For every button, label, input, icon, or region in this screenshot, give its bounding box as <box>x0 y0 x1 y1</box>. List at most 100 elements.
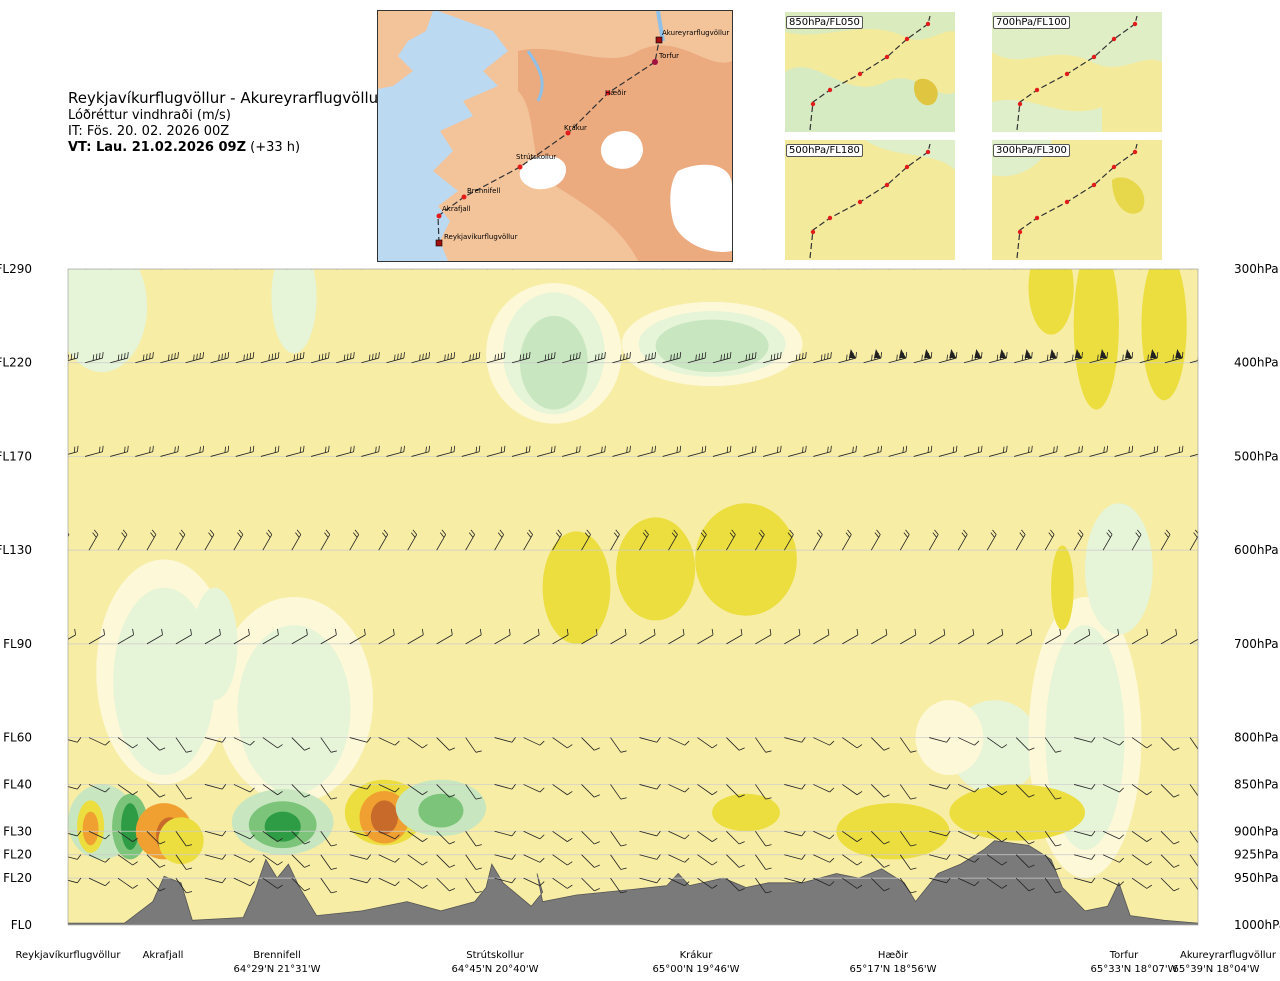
wind-barb <box>233 877 255 887</box>
map-point-haedir <box>605 90 611 96</box>
wind-barb <box>436 352 456 364</box>
wind-barb <box>204 877 227 884</box>
hpa-tick-label: 500hPa <box>1234 449 1279 463</box>
mini-map-300: 300hPa/FL300 <box>992 140 1162 260</box>
wind-barb <box>668 830 690 840</box>
wind-barb <box>784 877 806 884</box>
wind-barb <box>899 831 917 847</box>
wind-barb <box>146 628 163 645</box>
wind-barb <box>349 877 372 884</box>
wind-barb <box>1073 628 1091 645</box>
wind-barb <box>511 445 531 457</box>
wind-barb <box>262 628 279 645</box>
fl-tick-label: FL170 <box>0 449 32 463</box>
wind-barb <box>68 737 82 743</box>
wind-barb <box>1044 831 1062 847</box>
wind-barb <box>537 352 556 364</box>
wind-barb <box>523 784 545 793</box>
wind-barb <box>662 445 682 457</box>
wind-barb <box>320 529 331 551</box>
contour-yellow-39 <box>1141 269 1187 401</box>
wind-barb <box>523 854 545 863</box>
wind-barb <box>291 737 311 751</box>
wind-barb <box>929 877 951 884</box>
wind-barb <box>958 628 975 645</box>
map-point-torfur <box>652 59 658 65</box>
wind-barb <box>587 352 606 364</box>
wind-barb <box>552 529 562 551</box>
wind-barb <box>465 737 482 753</box>
wind-barb <box>262 830 283 842</box>
contour-light_green-6 <box>68 269 148 373</box>
location-coord-5: 65°17'N 18°56'W <box>849 964 937 975</box>
wind-barb <box>928 529 939 551</box>
valid-time: VT: Lau. 21.02.2026 09Z (+33 h) <box>68 140 384 156</box>
wind-barb <box>870 854 890 868</box>
wind-barb <box>1039 349 1058 364</box>
mini-map-850-label: 850hPa/FL050 <box>786 16 863 29</box>
wind-barb <box>870 784 890 798</box>
hpa-tick-label: 850hPa <box>1234 777 1279 791</box>
wind-barb <box>1073 877 1096 884</box>
wind-barb <box>813 628 830 645</box>
fl-tick-label: FL40 <box>3 777 32 791</box>
wind-barb <box>813 352 832 364</box>
fl-tick-label: FL90 <box>3 637 32 651</box>
wind-barb <box>361 445 380 457</box>
init-time: IT: Fös. 20. 02. 2026 00Z <box>68 124 230 139</box>
wind-barb <box>185 352 204 364</box>
wind-barb <box>1044 784 1062 800</box>
terrain-profile <box>68 840 1198 925</box>
wind-barb <box>1039 445 1058 457</box>
wind-barb <box>135 352 154 364</box>
wind-barb <box>311 352 330 364</box>
wind-barb <box>784 830 806 837</box>
wind-barb <box>436 529 447 551</box>
mini-map-300-svg <box>992 140 1162 260</box>
hpa-tick-label: 400hPa <box>1234 356 1279 370</box>
wind-barb <box>788 269 790 270</box>
wind-barb <box>870 529 881 551</box>
route-map: Akureyrarflugvöllur Torfur Hæðir Krákur … <box>377 10 733 262</box>
wind-barb <box>668 628 685 645</box>
contour-light_green-9 <box>113 587 215 776</box>
wind-barb <box>1064 445 1083 457</box>
wind-barb <box>639 784 661 790</box>
wind-barb <box>494 877 516 884</box>
wind-barb <box>285 352 305 364</box>
wind-barb <box>838 349 857 364</box>
route-title: Reykjavíkurflugvöllur - Akureyrarflugvöl… <box>68 89 385 107</box>
wind-barb <box>1131 529 1142 551</box>
wind-barb <box>117 784 138 796</box>
wind-barb <box>85 352 104 364</box>
wind-barb <box>687 352 707 364</box>
title-block: Reykjavíkurflugvöllur - Akureyrarflugvöl… <box>68 89 384 156</box>
wind-barb <box>1189 877 1198 891</box>
wind-barb <box>986 877 1008 889</box>
wind-barb <box>842 854 863 866</box>
wind-barb <box>511 352 531 364</box>
wind-barb <box>958 737 980 746</box>
wind-barb <box>726 877 745 892</box>
wind-barb <box>465 831 482 847</box>
wind-barb <box>68 532 70 538</box>
plot-frame <box>67 268 1199 926</box>
wind-barb <box>1131 877 1153 889</box>
wind-barb <box>88 529 99 551</box>
wind-barb <box>1189 453 1198 457</box>
wind-barb <box>639 737 661 743</box>
wind-barb <box>870 737 890 751</box>
wind-barb <box>639 877 661 884</box>
wind-barb <box>1114 349 1134 364</box>
wind-barb <box>870 877 890 892</box>
wind-barb <box>755 854 772 870</box>
wind-barb <box>85 269 87 270</box>
wind-barb <box>813 737 835 746</box>
wind-barb <box>407 737 428 749</box>
wind-barb <box>436 445 456 457</box>
wind-barb <box>581 737 600 751</box>
wind-barb <box>668 784 690 793</box>
wind-barb <box>320 877 338 894</box>
wind-barb <box>436 269 439 270</box>
fl-tick-label: FL30 <box>3 824 32 838</box>
